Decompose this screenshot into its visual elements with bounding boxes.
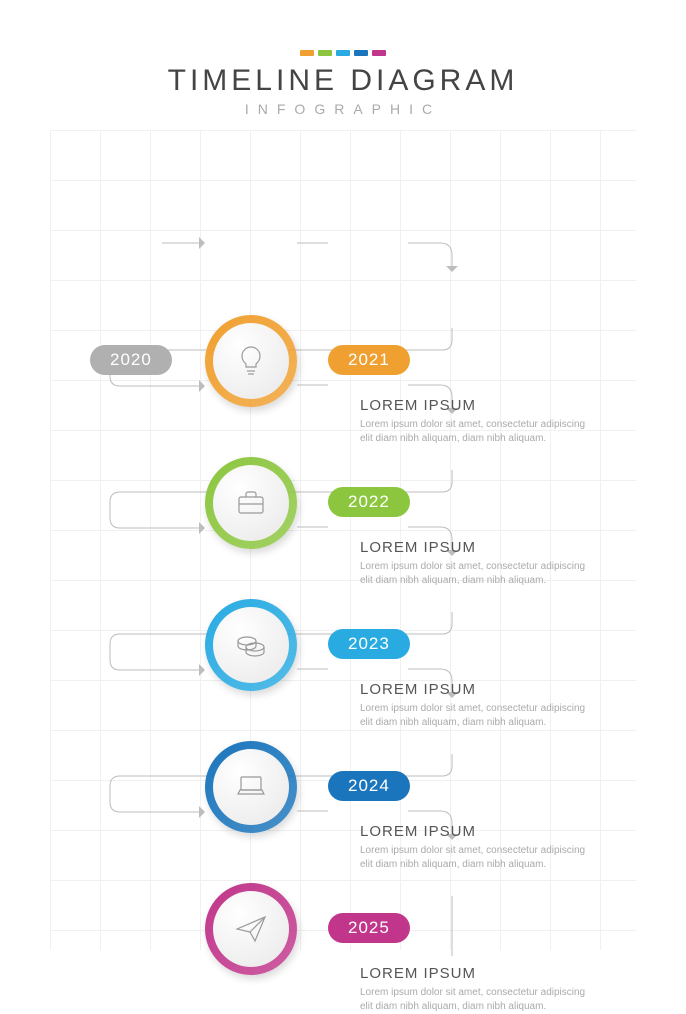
- start-year-label: 2020: [110, 350, 152, 370]
- step-body: Lorem ipsum dolor sit amet, consectetur …: [360, 844, 590, 872]
- step-circle: [205, 741, 297, 833]
- year-label: 2021: [348, 350, 390, 370]
- year-pill: 2023: [328, 629, 410, 659]
- step-heading: LOREM IPSUM: [360, 965, 590, 982]
- step-circle: [205, 883, 297, 975]
- accent-bar: [336, 50, 350, 56]
- year-label: 2022: [348, 492, 390, 512]
- step-text-block: LOREM IPSUM Lorem ipsum dolor sit amet, c…: [360, 823, 590, 872]
- year-pill: 2022: [328, 487, 410, 517]
- year-label: 2024: [348, 776, 390, 796]
- step-text-block: LOREM IPSUM Lorem ipsum dolor sit amet, c…: [360, 397, 590, 446]
- coins-icon: [213, 607, 289, 683]
- step-heading: LOREM IPSUM: [360, 539, 590, 556]
- laptop-icon: [213, 749, 289, 825]
- step-circle: [205, 457, 297, 549]
- accent-bar: [354, 50, 368, 56]
- page-title: TIMELINE DIAGRAM: [0, 64, 686, 98]
- step-heading: LOREM IPSUM: [360, 823, 590, 840]
- accent-color-bars: [0, 50, 686, 56]
- year-label: 2023: [348, 634, 390, 654]
- year-label: 2025: [348, 918, 390, 938]
- step-body: Lorem ipsum dolor sit amet, consectetur …: [360, 560, 590, 588]
- step-text-block: LOREM IPSUM Lorem ipsum dolor sit amet, c…: [360, 539, 590, 588]
- page-subtitle: INFOGRAPHIC: [0, 101, 686, 117]
- lightbulb-icon: [213, 323, 289, 399]
- accent-bar: [318, 50, 332, 56]
- step-circle: [205, 315, 297, 407]
- step-circle: [205, 599, 297, 691]
- step-text-block: LOREM IPSUM Lorem ipsum dolor sit amet, c…: [360, 965, 590, 1014]
- step-heading: LOREM IPSUM: [360, 397, 590, 414]
- briefcase-icon: [213, 465, 289, 541]
- paperplane-icon: [213, 891, 289, 967]
- accent-bar: [372, 50, 386, 56]
- header: TIMELINE DIAGRAM INFOGRAPHIC: [0, 0, 686, 117]
- year-pill: 2021: [328, 345, 410, 375]
- step-body: Lorem ipsum dolor sit amet, consectetur …: [360, 418, 590, 446]
- step-text-block: LOREM IPSUM Lorem ipsum dolor sit amet, c…: [360, 681, 590, 730]
- start-year-pill: 2020: [90, 345, 172, 375]
- step-heading: LOREM IPSUM: [360, 681, 590, 698]
- year-pill: 2025: [328, 913, 410, 943]
- accent-bar: [300, 50, 314, 56]
- step-body: Lorem ipsum dolor sit amet, consectetur …: [360, 986, 590, 1014]
- year-pill: 2024: [328, 771, 410, 801]
- step-body: Lorem ipsum dolor sit amet, consectetur …: [360, 702, 590, 730]
